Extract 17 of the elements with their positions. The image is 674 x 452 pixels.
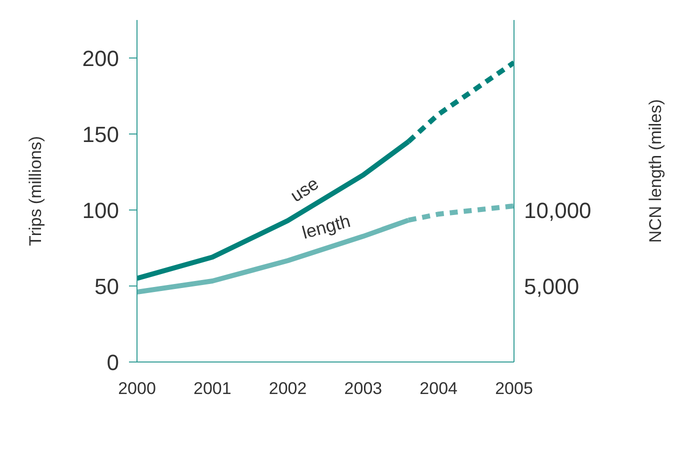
y-tick-label: 200: [82, 46, 119, 71]
x-tick-label: 2004: [420, 379, 458, 398]
y-tick-label: 100: [82, 198, 119, 223]
y-tick-label: 0: [106, 350, 119, 375]
x-tick-label: 2005: [495, 379, 533, 398]
x-tick-label: 2002: [268, 379, 307, 398]
text: use: [286, 173, 322, 206]
x-tick-label: 2003: [344, 379, 382, 398]
text: length: [300, 210, 353, 243]
x-tick-label: 2001: [193, 379, 232, 398]
x-tick-label: 2000: [118, 379, 156, 398]
y2-tick-label: 5,000: [524, 274, 580, 299]
y2-tick-label: 10,000: [524, 198, 592, 223]
y-tick-label: 50: [94, 274, 119, 299]
y2-axis-title: NCN length (miles): [646, 99, 666, 243]
y-tick-label: 150: [82, 122, 119, 147]
y-axis-title: Trips (millions): [26, 136, 46, 246]
